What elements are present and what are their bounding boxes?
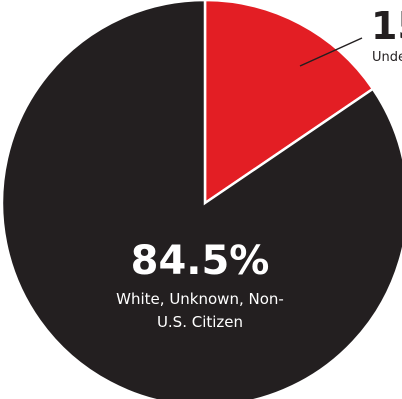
category-label: White, Unknown, Non-U.S. Citizen	[116, 290, 284, 331]
category-label: Underrepresented Minority	[372, 50, 402, 65]
pie-slice	[203, 0, 375, 206]
leader-line	[299, 37, 363, 67]
value-label: 15.5%	[371, 4, 402, 48]
value-label: 84.5%	[130, 238, 270, 284]
